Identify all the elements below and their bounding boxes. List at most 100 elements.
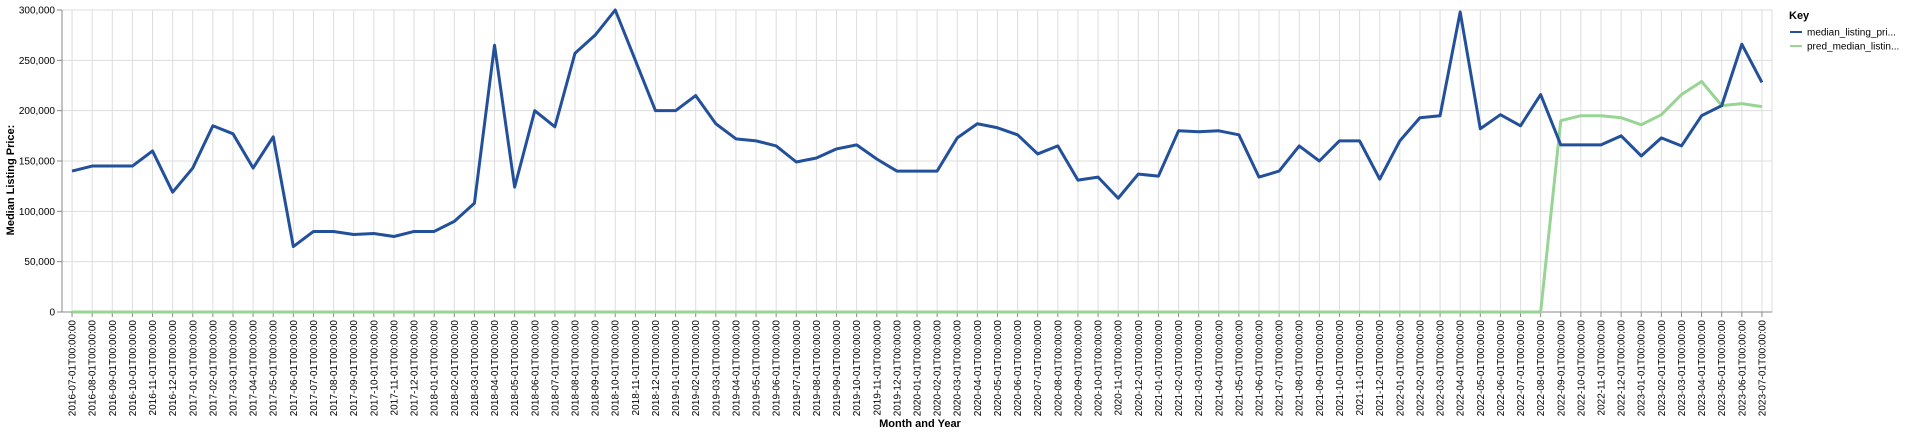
x-tick-label: 2016-11-01T00:00:00 bbox=[148, 320, 159, 416]
y-tick-label: 150,000 bbox=[19, 157, 56, 168]
x-tick-label: 2019-03-01T00:00:00 bbox=[711, 320, 722, 417]
x-tick-label: 2021-04-01T00:00:00 bbox=[1214, 320, 1225, 417]
y-tick-label: 0 bbox=[49, 308, 55, 319]
x-tick-label: 2018-10-01T00:00:00 bbox=[611, 320, 622, 417]
x-tick-label: 2019-09-01T00:00:00 bbox=[832, 320, 843, 417]
y-axis: 0 50,000 100,000 150,000 200,000 250,000 300,0… bbox=[19, 6, 63, 319]
x-tick-label: 2023-06-01T00:00:00 bbox=[1737, 320, 1748, 417]
legend-title: Key bbox=[1789, 10, 1810, 22]
x-tick-label: 2017-03-01T00:00:00 bbox=[229, 320, 240, 417]
legend: Key median_listing_pri... pred_median_lis… bbox=[1789, 10, 1899, 53]
x-tick-label: 2023-01-01T00:00:00 bbox=[1637, 320, 1648, 417]
x-tick-label: 2023-07-01T00:00:00 bbox=[1757, 320, 1768, 417]
x-tick-label: 2019-11-01T00:00:00 bbox=[872, 320, 883, 416]
x-tick-label: 2021-11-01T00:00:00 bbox=[1355, 320, 1366, 416]
x-tick-label: 2018-01-01T00:00:00 bbox=[430, 320, 441, 417]
x-tick-label: 2019-04-01T00:00:00 bbox=[731, 320, 742, 417]
x-tick-label: 2022-10-01T00:00:00 bbox=[1576, 320, 1587, 417]
x-tick-label: 2019-12-01T00:00:00 bbox=[892, 320, 903, 417]
x-tick-label: 2022-02-01T00:00:00 bbox=[1415, 320, 1426, 417]
x-tick-label: 2018-11-01T00:00:00 bbox=[631, 320, 642, 416]
x-tick-label: 2017-12-01T00:00:00 bbox=[410, 320, 421, 417]
y-tick-label: 250,000 bbox=[19, 56, 56, 67]
x-tick-label: 2021-01-01T00:00:00 bbox=[1154, 320, 1165, 417]
x-tick-label: 2020-03-01T00:00:00 bbox=[953, 320, 964, 417]
x-tick-label: 2018-02-01T00:00:00 bbox=[450, 320, 461, 417]
x-tick-label: 2021-07-01T00:00:00 bbox=[1275, 320, 1286, 417]
x-tick-label: 2017-11-01T00:00:00 bbox=[389, 320, 400, 416]
x-tick-label: 2016-12-01T00:00:00 bbox=[168, 320, 179, 417]
x-tick-label: 2022-05-01T00:00:00 bbox=[1476, 320, 1487, 417]
x-tick-label: 2018-08-01T00:00:00 bbox=[571, 320, 582, 417]
x-tick-label: 2020-05-01T00:00:00 bbox=[993, 320, 1004, 417]
x-tick-label: 2017-08-01T00:00:00 bbox=[329, 320, 340, 417]
series-line-1 bbox=[72, 79, 1763, 314]
x-tick-label: 2017-02-01T00:00:00 bbox=[208, 320, 219, 417]
x-tick-label: 2018-07-01T00:00:00 bbox=[550, 320, 561, 417]
x-tick-label: 2023-02-01T00:00:00 bbox=[1657, 320, 1668, 417]
x-tick-label: 2017-05-01T00:00:00 bbox=[269, 320, 280, 417]
x-tick-label: 2016-08-01T00:00:00 bbox=[88, 320, 99, 417]
y-tick-label: 50,000 bbox=[24, 257, 55, 268]
x-tick-label: 2019-08-01T00:00:00 bbox=[812, 320, 823, 417]
x-axis-title: Month and Year bbox=[879, 418, 961, 430]
x-tick-label: 2021-10-01T00:00:00 bbox=[1335, 320, 1346, 417]
x-tick-label: 2016-07-01T00:00:00 bbox=[68, 320, 79, 417]
x-tick-label: 2020-08-01T00:00:00 bbox=[1053, 320, 1064, 417]
x-tick-label: 2018-12-01T00:00:00 bbox=[651, 320, 662, 417]
x-tick-label: 2023-04-01T00:00:00 bbox=[1697, 320, 1708, 417]
x-tick-label: 2019-02-01T00:00:00 bbox=[691, 320, 702, 417]
x-tick-label: 2021-06-01T00:00:00 bbox=[1255, 320, 1266, 417]
x-tick-label: 2017-10-01T00:00:00 bbox=[369, 320, 380, 417]
x-tick-label: 2017-06-01T00:00:00 bbox=[289, 320, 300, 417]
x-axis: 2016-07-01T00:00:00 2016-08-01T00:00:00 20… bbox=[62, 311, 1772, 417]
x-tick-label: 2020-10-01T00:00:00 bbox=[1094, 320, 1105, 417]
y-tick-label: 300,000 bbox=[19, 6, 56, 17]
x-tick-label: 2022-12-01T00:00:00 bbox=[1617, 320, 1628, 417]
x-tick-label: 2018-06-01T00:00:00 bbox=[530, 320, 541, 417]
x-tick-label: 2022-06-01T00:00:00 bbox=[1496, 320, 1507, 417]
x-tick-label: 2021-03-01T00:00:00 bbox=[1194, 320, 1205, 417]
series-lines bbox=[71, 8, 1764, 314]
x-tick-label: 2016-10-01T00:00:00 bbox=[128, 320, 139, 417]
x-tick-label: 2022-09-01T00:00:00 bbox=[1556, 320, 1567, 417]
x-tick-label: 2022-08-01T00:00:00 bbox=[1536, 320, 1547, 417]
x-tick-label: 2023-03-01T00:00:00 bbox=[1677, 320, 1688, 417]
x-tick-label: 2018-04-01T00:00:00 bbox=[490, 320, 501, 417]
x-tick-label: 2022-07-01T00:00:00 bbox=[1516, 320, 1527, 417]
x-tick-label: 2019-05-01T00:00:00 bbox=[752, 320, 763, 417]
x-tick-label: 2022-04-01T00:00:00 bbox=[1456, 320, 1467, 417]
x-tick-label: 2020-02-01T00:00:00 bbox=[933, 320, 944, 417]
x-tick-label: 2018-05-01T00:00:00 bbox=[510, 320, 521, 417]
legend-label: median_listing_pri... bbox=[1807, 28, 1896, 39]
x-tick-label: 2021-02-01T00:00:00 bbox=[1174, 320, 1185, 417]
x-tick-label: 2017-01-01T00:00:00 bbox=[188, 320, 199, 417]
x-tick-label: 2020-07-01T00:00:00 bbox=[1033, 320, 1044, 417]
x-tick-label: 2017-04-01T00:00:00 bbox=[249, 320, 260, 417]
x-tick-label: 2021-12-01T00:00:00 bbox=[1375, 320, 1386, 417]
x-tick-label: 2016-09-01T00:00:00 bbox=[108, 320, 119, 417]
x-tick-label: 2017-07-01T00:00:00 bbox=[309, 320, 320, 417]
x-tick-label: 2017-09-01T00:00:00 bbox=[349, 320, 360, 417]
x-tick-label: 2019-10-01T00:00:00 bbox=[852, 320, 863, 417]
x-tick-label: 2019-01-01T00:00:00 bbox=[671, 320, 682, 417]
x-tick-label: 2021-09-01T00:00:00 bbox=[1315, 320, 1326, 417]
x-tick-label: 2020-12-01T00:00:00 bbox=[1134, 320, 1145, 417]
x-tick-label: 2018-09-01T00:00:00 bbox=[591, 320, 602, 417]
x-tick-label: 2020-01-01T00:00:00 bbox=[913, 320, 924, 417]
y-tick-label: 200,000 bbox=[19, 106, 56, 117]
x-tick-label: 2020-09-01T00:00:00 bbox=[1073, 320, 1084, 417]
x-tick-label: 2021-05-01T00:00:00 bbox=[1234, 320, 1245, 417]
y-axis-title: Median Listing Price: bbox=[5, 125, 17, 236]
gridlines bbox=[61, 9, 1773, 313]
x-tick-label: 2019-06-01T00:00:00 bbox=[772, 320, 783, 417]
x-tick-label: 2022-01-01T00:00:00 bbox=[1395, 320, 1406, 417]
x-tick-label: 2022-11-01T00:00:00 bbox=[1597, 320, 1608, 416]
y-tick-label: 100,000 bbox=[19, 207, 56, 218]
x-tick-label: 2019-07-01T00:00:00 bbox=[792, 320, 803, 417]
x-tick-label: 2020-04-01T00:00:00 bbox=[973, 320, 984, 417]
x-tick-label: 2021-08-01T00:00:00 bbox=[1295, 320, 1306, 417]
x-tick-label: 2018-03-01T00:00:00 bbox=[470, 320, 481, 417]
x-tick-label: 2023-05-01T00:00:00 bbox=[1717, 320, 1728, 417]
